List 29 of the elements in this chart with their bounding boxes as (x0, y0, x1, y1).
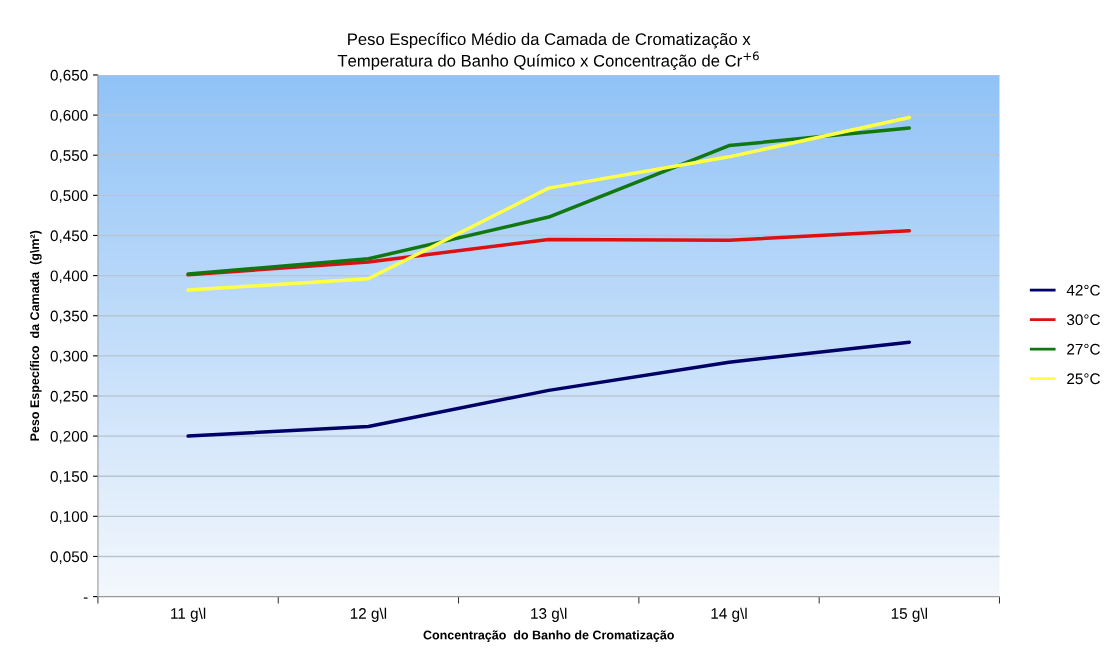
y-axis-title: Peso Específico da Camada (g\m²) (29, 230, 42, 441)
chart-title: Peso Específico Médio da Camada de Cromatização x Temperatura do Banho Químico x Concentração de Cr$^{+6}$ (337, 32, 759, 71)
legend-label: 42°C (1066, 284, 1100, 296)
y-tick-label: 0,450 (50, 230, 88, 243)
y-tick-label: 0,650 (50, 69, 88, 83)
line-series (186, 340, 912, 438)
x-tick-label: 11 g\l (171, 607, 206, 622)
y-tick-label: 0,250 (50, 390, 88, 404)
legend-label: 30°C (1066, 314, 1100, 326)
x-axis-title: Concentração do Banho de Cromatização (423, 630, 674, 642)
y-tick-label: - (83, 597, 88, 599)
x-tick-label: 13 g\l (531, 607, 567, 622)
legend-label: 25°C (1067, 373, 1100, 385)
y-tick-label: 0,500 (50, 190, 88, 203)
y-tick-label: 0,350 (50, 310, 88, 324)
y-tick-label: 0,550 (50, 150, 88, 163)
x-tick-label: 12 g\l (350, 607, 387, 622)
line-series (186, 126, 912, 276)
line-series (186, 115, 912, 292)
y-tick-label: 0,600 (50, 109, 88, 123)
y-tick-label: 0,300 (50, 350, 88, 364)
y-tick-label: 0,050 (50, 551, 88, 564)
y-tick-label: 0,100 (50, 511, 88, 524)
y-tick-label: 0,200 (50, 430, 88, 444)
x-tick-label: 14 g\l (711, 607, 747, 622)
y-tick-label: 0,150 (50, 471, 88, 484)
legend-label: 27°C (1067, 343, 1100, 355)
y-tick-label: 0,400 (50, 270, 88, 284)
x-tick-label: 15 g\l (891, 607, 927, 622)
